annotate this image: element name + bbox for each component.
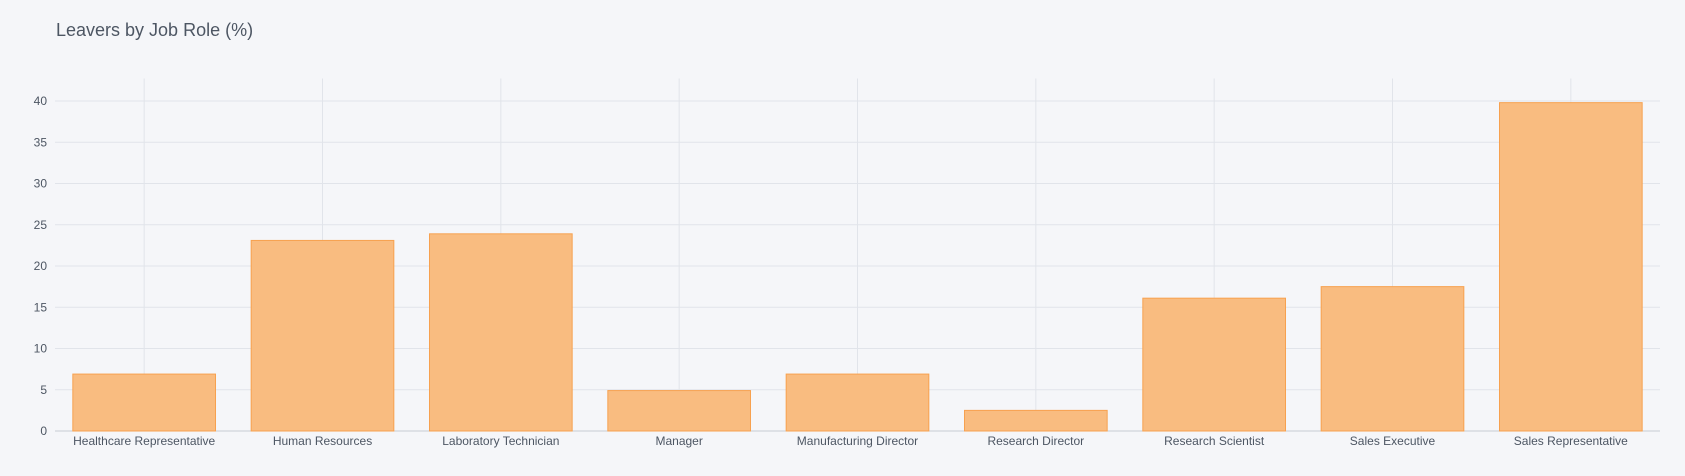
y-tick-label: 40: [34, 94, 48, 108]
bar-research-scientist[interactable]: [1142, 297, 1287, 432]
y-tick-label: 15: [34, 300, 48, 314]
y-tick-label: 35: [34, 135, 48, 149]
bar-human-resources[interactable]: [250, 239, 395, 432]
bar-research-director[interactable]: [964, 409, 1108, 432]
y-tick-label: 10: [34, 342, 48, 356]
bar-manufacturing-director[interactable]: [785, 373, 930, 432]
y-tick-label: 5: [40, 383, 47, 397]
bar-sales-representative[interactable]: [1499, 102, 1643, 432]
x-tick-label: Research Scientist: [1164, 434, 1265, 448]
x-tick-label: Healthcare Representative: [73, 434, 215, 448]
x-tick-label: Sales Executive: [1350, 434, 1436, 448]
y-tick-label: 20: [34, 259, 48, 273]
y-tick-label: 0: [40, 424, 47, 438]
chart-title: Leavers by Job Role (%): [56, 20, 254, 40]
x-tick-label: Laboratory Technician: [442, 434, 559, 448]
x-tick-label: Manufacturing Director: [797, 434, 918, 448]
bar-sales-executive[interactable]: [1320, 286, 1465, 432]
bar-laboratory-technician[interactable]: [429, 233, 573, 432]
bar-manager[interactable]: [607, 390, 751, 432]
bars-layer: [72, 102, 1643, 432]
x-tick-label: Research Director: [987, 434, 1084, 448]
y-axis: 0 5 10 15 20 25 30 35 40: [34, 94, 48, 438]
x-tick-label: Sales Representative: [1514, 434, 1628, 448]
y-tick-label: 25: [34, 218, 48, 232]
y-tick-label: 30: [34, 177, 48, 191]
x-axis: Healthcare Representative Human Resources…: [73, 434, 1628, 448]
x-tick-label: Human Resources: [273, 434, 372, 448]
x-tick-label: Manager: [655, 434, 702, 448]
bar-healthcare-representative[interactable]: [72, 373, 217, 432]
